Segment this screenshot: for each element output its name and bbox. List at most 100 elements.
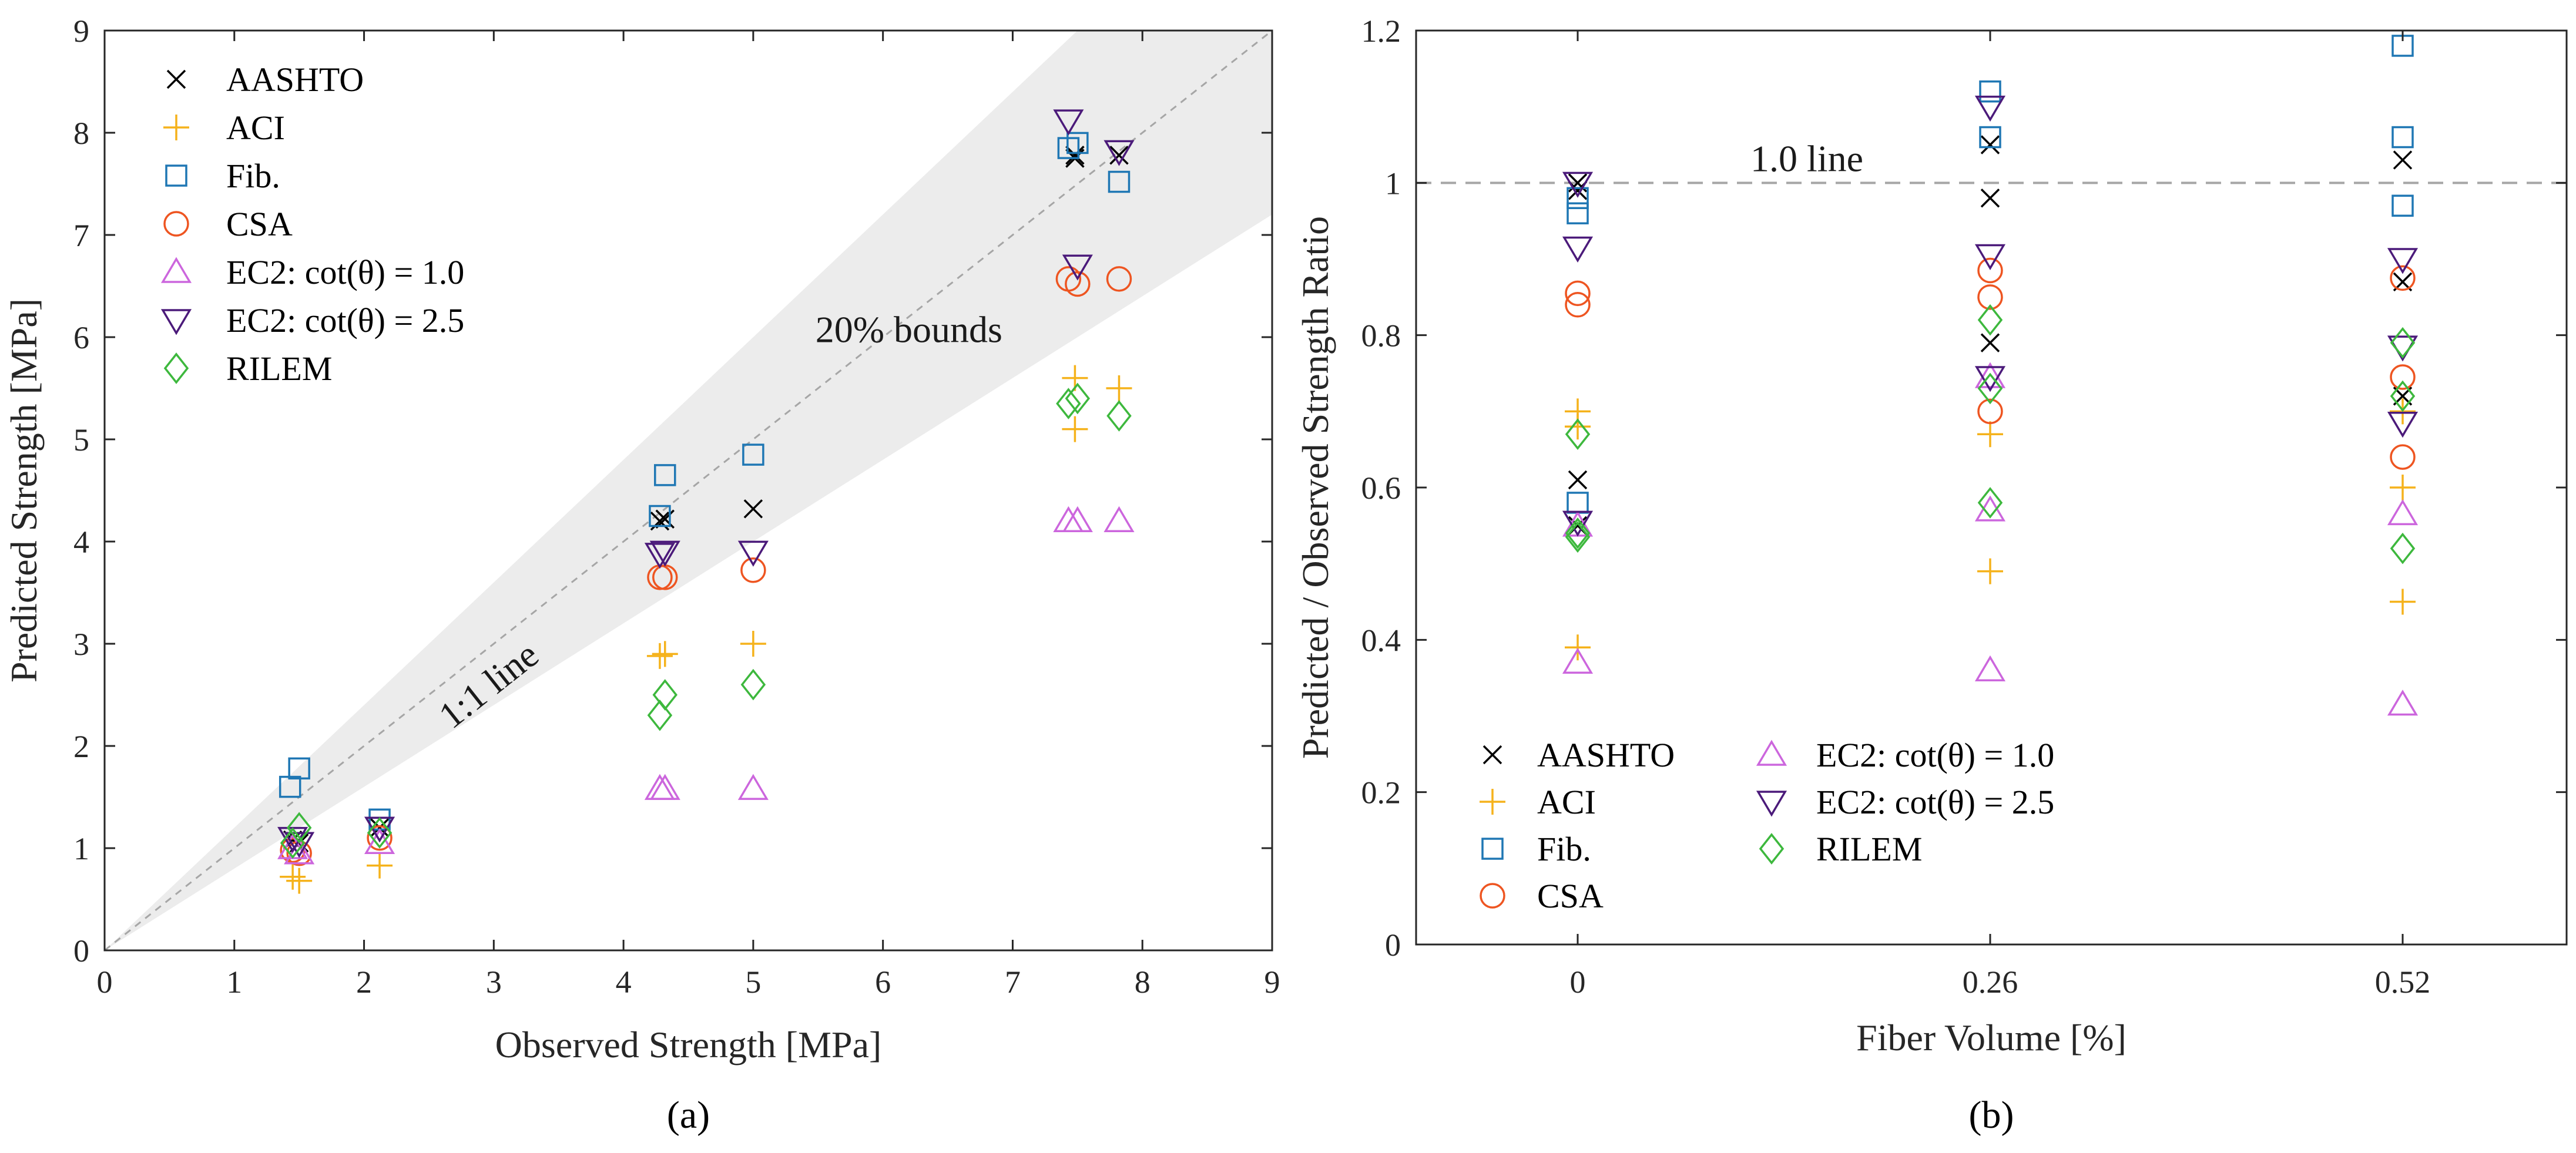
y-tick-label: 3	[73, 627, 89, 662]
legend-entry-rilem: RILEM	[163, 349, 332, 388]
x-tick-label: 1	[226, 964, 242, 1000]
legend-label: ACI	[1537, 783, 1596, 821]
legend-entry-rilem: RILEM	[1759, 830, 1922, 868]
legend-entry-aashto: AASHTO	[1482, 736, 1675, 774]
point-aci	[280, 863, 306, 890]
legend-marker-aashto	[166, 69, 186, 89]
legend-marker-ec2-cot-2-5	[160, 309, 192, 335]
point-csa	[740, 557, 766, 583]
legend-marker-fib	[1481, 838, 1504, 860]
series-ec2-cot-2-5	[277, 109, 1135, 858]
point-fib	[1567, 202, 1589, 224]
point-rilem	[1977, 304, 2003, 336]
point-fib	[1979, 126, 2001, 149]
point-ec2-cot-1-0	[1103, 506, 1135, 532]
legend-marker-aci	[1480, 789, 1505, 815]
legend-marker-ec2-cot-1-0	[1756, 739, 1787, 766]
point-rilem	[647, 699, 673, 731]
point-rilem	[652, 679, 677, 711]
point-ec2-cot-2-5	[737, 540, 769, 567]
point-ec2-cot-2-5	[284, 832, 315, 858]
chart-a: 0 1 2 3 4 5 6 7 8 9 0 1 2 3 4 5 6 7 8 9 Observed Strength …	[3, 14, 1280, 1137]
legend-marker-csa	[163, 211, 189, 237]
point-aci	[1565, 414, 1591, 440]
panel-label-a: (a)	[667, 1094, 710, 1137]
point-fib	[1567, 187, 1589, 210]
point-aashto	[1980, 189, 2000, 208]
legend-marker-csa	[1480, 883, 1505, 909]
point-ec2-cot-2-5	[2387, 412, 2419, 438]
legend-entry-ec2-cot-1-0: EC2: cot(θ) = 1.0	[1756, 736, 2054, 774]
x-tick-label: 7	[1005, 964, 1021, 1000]
point-aashto	[370, 818, 390, 838]
point-aci	[286, 868, 313, 894]
legend-label: RILEM	[1816, 830, 1922, 868]
legend-marker-rilem	[1759, 833, 1785, 865]
series-fib	[279, 132, 1131, 831]
point-csa	[2390, 444, 2416, 470]
point-aashto	[743, 499, 763, 519]
point-ec2-cot-2-5	[649, 540, 680, 567]
series-ec2-cot-2-5	[1562, 95, 2419, 537]
point-aci	[367, 852, 393, 879]
x-tick-label: 3	[486, 964, 502, 1000]
point-rilem	[367, 817, 393, 849]
x-tick-label: 5	[745, 964, 761, 1000]
point-rilem	[280, 827, 306, 859]
point-ec2-cot-1-0	[2387, 499, 2419, 526]
point-ec2-cot-1-0	[1974, 362, 2006, 388]
point-rilem	[1106, 400, 1132, 432]
point-ec2-cot-2-5	[1103, 140, 1135, 166]
point-csa	[1565, 292, 1591, 318]
legend-entry-fib: Fib.	[1481, 830, 1591, 868]
point-ec2-cot-1-0	[1062, 506, 1093, 532]
point-csa	[1106, 266, 1132, 292]
legend-b: AASHTO ACI Fib. CSA EC2: cot(θ) = 1.0 EC2: co…	[1480, 736, 2054, 915]
x-tick-label: 0	[1570, 964, 1586, 1000]
legend-entry-ec2-cot-2-5: EC2: cot(θ) = 2.5	[1756, 783, 2054, 821]
x-axis-label-a: Observed Strength [MPa]	[495, 1024, 882, 1065]
point-aashto	[1109, 146, 1129, 165]
legend-entry-aci: ACI	[163, 109, 285, 147]
point-aashto	[2393, 150, 2413, 170]
point-csa	[1565, 280, 1591, 307]
point-ec2-cot-1-0	[1053, 506, 1084, 532]
plot-frame-a	[103, 29, 1273, 952]
x-tick-label: 0.52	[2375, 964, 2431, 1000]
y-tick-label: 0	[1385, 927, 1401, 963]
y-tick-label: 0.6	[1361, 470, 1401, 506]
point-rilem	[1056, 388, 1081, 419]
point-fib	[2391, 126, 2414, 149]
bounds-annotation: 20% bounds	[816, 309, 1002, 351]
point-aci	[740, 631, 766, 657]
point-ec2-cot-1-0	[737, 774, 769, 800]
series-rilem	[280, 382, 1132, 859]
point-csa	[1977, 284, 2003, 310]
legend-entry-aci: ACI	[1480, 783, 1596, 821]
legend-marker-aashto	[1482, 745, 1502, 765]
point-rilem	[1977, 487, 2003, 519]
chart-b: 0 0.26 0.52 0 0.2 0.4 0.6 0.8 1 1.2 Fiber Volume…	[1294, 14, 2568, 1137]
reference-line-annotation: 1.0 line	[1750, 137, 1863, 179]
point-aashto	[655, 509, 675, 529]
point-aci	[1977, 558, 2003, 584]
y-tick-label: 0.2	[1361, 775, 1401, 811]
y-tick-label: 5	[73, 422, 89, 458]
x-tick-label: 8	[1135, 964, 1151, 1000]
y-tick-label: 0.4	[1361, 623, 1401, 658]
point-rilem	[2390, 327, 2416, 359]
legend-entry-csa: CSA	[1480, 877, 1604, 915]
legend-label: RILEM	[226, 349, 332, 388]
y-tick-label: 0	[73, 933, 89, 969]
series-aci	[1565, 398, 2416, 661]
point-aci	[2390, 475, 2416, 500]
point-fib	[1066, 132, 1089, 154]
point-ec2-cot-2-5	[1974, 95, 2006, 122]
point-ec2-cot-2-5	[1562, 236, 1594, 263]
point-rilem	[1065, 382, 1091, 415]
point-csa	[1065, 271, 1091, 297]
point-aci	[1977, 421, 2003, 448]
legend-entry-ec2-cot-2-5: EC2: cot(θ) = 2.5	[160, 301, 464, 339]
point-rilem	[1977, 372, 2003, 405]
